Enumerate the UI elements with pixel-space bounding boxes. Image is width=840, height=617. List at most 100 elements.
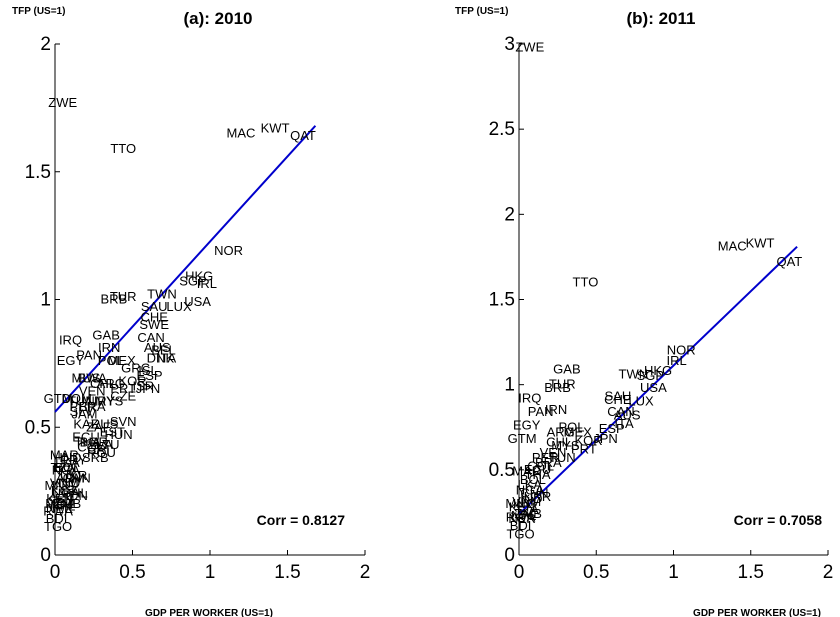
data-point-label: ISL bbox=[138, 363, 158, 378]
data-point-label: MAR bbox=[512, 464, 541, 479]
data-point-label: ESP bbox=[137, 368, 163, 383]
data-point-label: AUS bbox=[614, 407, 641, 422]
data-point-label: GRC bbox=[121, 360, 150, 375]
data-point-label: NER bbox=[46, 501, 73, 516]
data-point-label: PER bbox=[70, 399, 97, 414]
data-point-label: ZWE bbox=[515, 39, 544, 54]
data-point-label: MAC bbox=[227, 125, 256, 140]
data-point-label: TWN bbox=[619, 366, 649, 381]
data-point-label: PRY bbox=[60, 452, 87, 467]
data-point-label: ARG bbox=[97, 376, 125, 391]
data-point-label: KOR bbox=[574, 433, 602, 448]
data-point-label: BRA bbox=[79, 399, 106, 414]
y-axis-label: TFP (US=1) bbox=[12, 6, 65, 17]
data-point-label: RWA bbox=[43, 504, 73, 519]
data-point-label: HKG bbox=[644, 363, 672, 378]
x-tick-label: 1.5 bbox=[274, 562, 300, 583]
data-point-label: SGP bbox=[179, 274, 206, 289]
data-point-label: RWA bbox=[506, 510, 536, 525]
x-axis-label: GDP PER WORKER (US=1) bbox=[145, 608, 273, 617]
data-point-label: QAT bbox=[776, 254, 802, 269]
data-point-label: SRB bbox=[82, 450, 109, 465]
x-axis-label: GDP PER WORKER (US=1) bbox=[693, 608, 821, 617]
y-tick-label: 0.5 bbox=[25, 417, 51, 438]
x-tick-label: 0 bbox=[514, 562, 525, 583]
data-point-label: HUN bbox=[104, 427, 132, 442]
data-point-label: KEN bbox=[46, 491, 73, 506]
data-point-label: HKG bbox=[185, 269, 213, 284]
data-point-label: NPL bbox=[511, 508, 536, 523]
data-point-label: QAT bbox=[290, 128, 316, 143]
data-point-label: TTO bbox=[110, 141, 136, 156]
y-axis-label: TFP (US=1) bbox=[455, 6, 508, 17]
data-point-label: MEX bbox=[108, 353, 137, 368]
data-point-label: TZA bbox=[514, 503, 539, 518]
data-point-label: SGP bbox=[637, 368, 664, 383]
x-tick-label: 1 bbox=[205, 562, 216, 583]
data-point-label: DNK bbox=[147, 350, 175, 365]
data-point-label: TZA bbox=[50, 460, 75, 475]
data-point-label: POL bbox=[98, 353, 124, 368]
data-point-label: UKR bbox=[524, 489, 551, 504]
data-point-label: KOR bbox=[118, 373, 146, 388]
data-point-label: MAR bbox=[50, 447, 79, 462]
data-point-label: NGA bbox=[52, 463, 81, 478]
data-point-label: IND bbox=[58, 475, 80, 490]
data-point-label: VNM bbox=[512, 494, 541, 509]
y-tick-label: 2.5 bbox=[489, 119, 515, 140]
panel-2010: (a): 2010 TFP (US=1) GDP PER WORKER (US=… bbox=[12, 6, 370, 617]
data-point-label: KWT bbox=[746, 235, 775, 250]
data-point-label: MUS bbox=[72, 371, 101, 386]
data-point-label: NOR bbox=[667, 343, 696, 358]
data-point-label: GAB bbox=[553, 361, 580, 376]
data-point-label: CHE bbox=[140, 309, 168, 324]
data-point-label: ECU bbox=[524, 462, 551, 477]
data-point-label: ZMB bbox=[54, 496, 81, 511]
data-point-label: JPN bbox=[593, 431, 618, 446]
data-point-label: NER bbox=[508, 511, 535, 526]
data-point-label: VNM bbox=[50, 475, 79, 490]
data-point-label: EGY bbox=[513, 418, 541, 433]
data-point-label: EGY bbox=[57, 353, 85, 368]
data-point-label: TUR bbox=[549, 377, 576, 392]
data-point-label: MOZ bbox=[45, 496, 74, 511]
axes-area: 0 0.5 1 1.5 2 2.5 3 0 0.5 1 1.5 2 bbox=[489, 34, 834, 583]
data-point-label: CAN bbox=[137, 330, 164, 345]
data-point-label: CHL bbox=[90, 376, 116, 391]
data-point-label: CHE bbox=[604, 392, 632, 407]
data-point-label: SEN bbox=[48, 493, 75, 508]
data-point-label: ECU bbox=[72, 429, 99, 444]
data-point-label: TUR bbox=[110, 289, 137, 304]
data-point-label: BDI bbox=[510, 518, 532, 533]
data-point-label: CHL bbox=[546, 435, 572, 450]
data-point-label: IRL bbox=[666, 353, 686, 368]
data-point-label: NOR bbox=[214, 243, 243, 258]
data-point-label: POL bbox=[559, 419, 585, 434]
x-tick-label: 0.5 bbox=[583, 562, 609, 583]
data-point-label: ISR bbox=[133, 378, 155, 393]
data-point-label: BDI bbox=[46, 511, 68, 526]
data-point-label: SAU bbox=[605, 389, 632, 404]
data-point-label: JAM bbox=[71, 406, 97, 421]
data-point-label: KAZ bbox=[73, 417, 98, 432]
data-point-label: UGA bbox=[52, 486, 81, 501]
y-tick-label: 1 bbox=[504, 375, 515, 396]
data-point-label: COL bbox=[77, 440, 104, 455]
data-point-label: ESP bbox=[599, 421, 625, 436]
data-point-label: ITA bbox=[157, 350, 177, 365]
data-point-label: ZMB bbox=[515, 506, 542, 521]
data-point-label: LKA bbox=[55, 455, 80, 470]
panel-2011: (b): 2011 TFP (US=1) GDP PER WORKER (US=… bbox=[455, 6, 833, 617]
data-point-label: LUX bbox=[166, 299, 192, 314]
data-point-label: BRA bbox=[535, 455, 562, 470]
data-point-label: BRB bbox=[101, 292, 128, 307]
data-point-label: MNG bbox=[44, 478, 74, 493]
x-tick-label: 2 bbox=[823, 562, 834, 583]
y-tick-label: 1 bbox=[40, 290, 51, 311]
correlation-annotation: Corr = 0.8127 bbox=[257, 512, 346, 528]
data-point-label: COL bbox=[527, 458, 554, 473]
y-tick-label: 2 bbox=[504, 204, 515, 225]
data-point-label: THA bbox=[525, 467, 551, 482]
data-point-label: PER bbox=[532, 450, 559, 465]
